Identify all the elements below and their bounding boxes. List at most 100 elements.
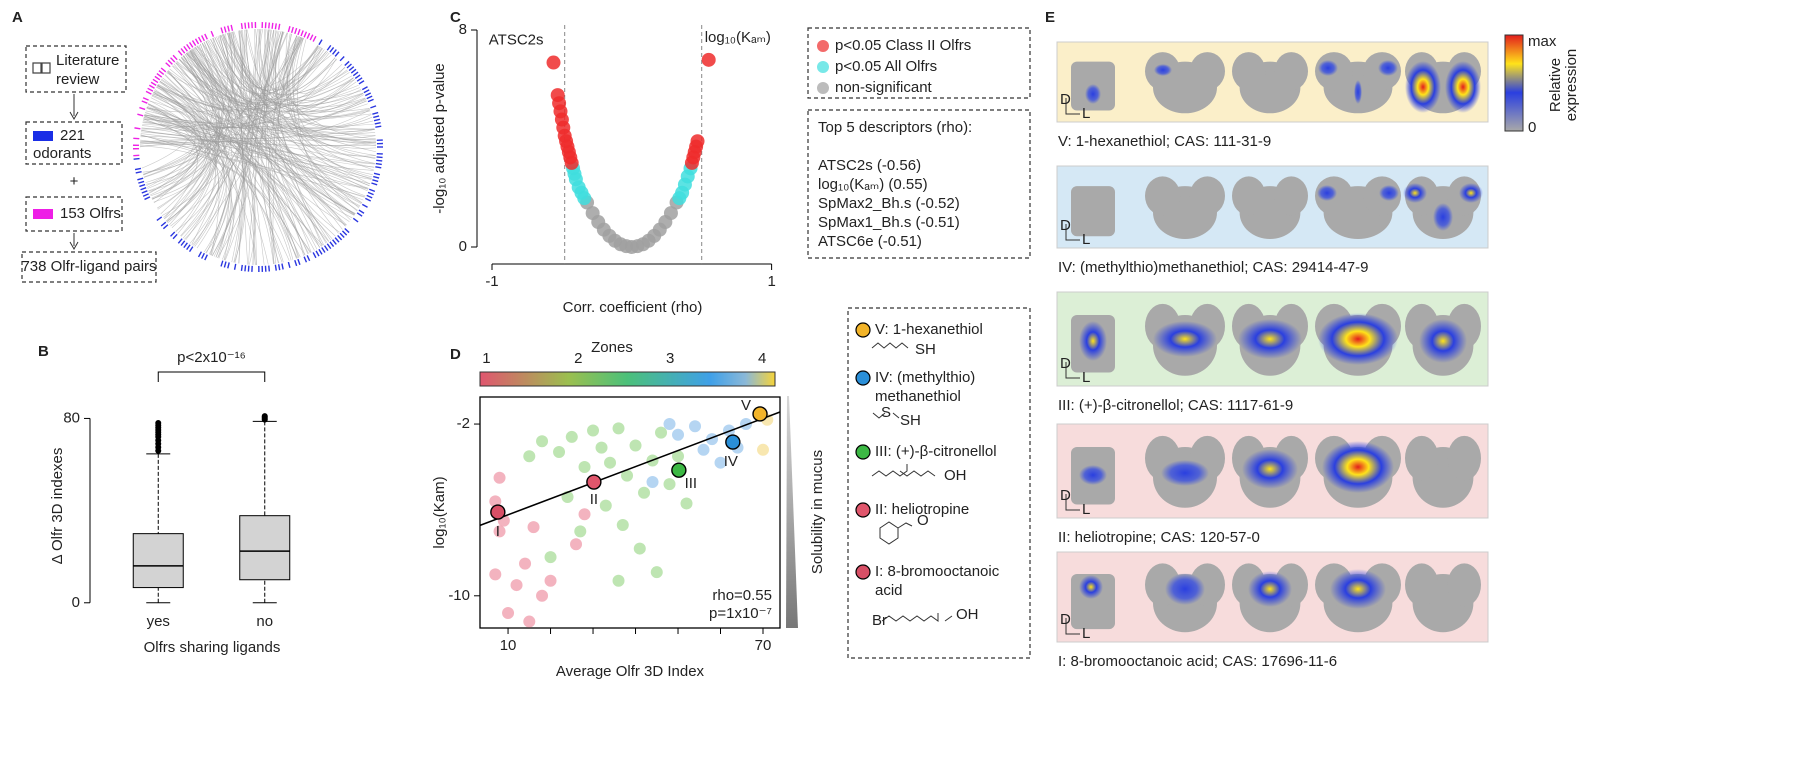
x-axis-label: Average Olfr 3D Index (556, 663, 705, 680)
structure (871, 464, 936, 477)
ring-tick (373, 115, 380, 119)
ring-tick (332, 239, 337, 245)
chord (139, 144, 203, 178)
ring-tick (303, 256, 308, 263)
expression-colorbar (1504, 34, 1524, 132)
ring-tick (170, 57, 176, 63)
point (612, 422, 625, 435)
chord (194, 47, 346, 227)
panel-label: D (450, 346, 461, 363)
atom-label: OH (956, 606, 979, 623)
point (701, 52, 716, 67)
ring-tick (144, 196, 151, 201)
y-axis-label: log₁₀(Kam) (431, 476, 448, 548)
ring-tick (183, 242, 188, 249)
ring-tick (177, 238, 183, 244)
flow-text: Literature (56, 52, 119, 69)
chord (152, 52, 219, 200)
ring-tick (294, 259, 298, 267)
chord (144, 112, 292, 261)
ring-tick (358, 209, 365, 214)
ring-tick (297, 258, 301, 265)
expression-heat (1085, 84, 1101, 104)
chord (144, 114, 377, 147)
brain-section (1447, 435, 1481, 481)
chord (140, 140, 370, 186)
ring-tick (339, 232, 345, 239)
ring-tick (281, 263, 284, 270)
chord (143, 118, 374, 171)
atom-label: SH (900, 412, 921, 429)
zone-tick-label: 3 (666, 350, 674, 367)
ring-tick (312, 35, 317, 42)
point (621, 469, 634, 482)
ring-tick (334, 237, 340, 243)
chord (141, 93, 364, 131)
ring-tick (344, 60, 350, 67)
legend-label: I: 8-bromooctanoic (875, 563, 1000, 580)
expression-heat (1419, 319, 1467, 363)
ring-tick (210, 30, 215, 37)
point (519, 557, 532, 570)
y-axis-label: Δ Olfr 3D indexes (49, 448, 66, 565)
row-label: II: heliotropine; CAS: 120-57-0 (1058, 529, 1260, 546)
ring-tick (147, 87, 154, 92)
ring-tick (142, 97, 149, 101)
ring-tick (376, 159, 383, 162)
chord (226, 33, 375, 132)
ring-tick (375, 166, 382, 169)
atom-label: S (881, 404, 891, 421)
chord (289, 35, 372, 180)
ring-tick (366, 95, 373, 100)
ring-tick (376, 156, 383, 159)
ring-tick (268, 265, 271, 272)
chord (151, 95, 369, 189)
point (489, 495, 502, 508)
point (587, 424, 600, 437)
chord (283, 37, 376, 159)
ring-tick (312, 252, 317, 259)
zone-tick-label: 4 (758, 350, 766, 367)
ring-tick (375, 162, 382, 166)
ring-tick (348, 66, 355, 72)
highlight-point (671, 462, 687, 478)
box (132, 533, 184, 589)
axis-d: D (1060, 611, 1071, 628)
brain-section (1232, 52, 1266, 91)
point (646, 476, 659, 489)
chord (152, 93, 376, 141)
point (574, 525, 587, 538)
chord (166, 71, 269, 265)
ring-tick (188, 42, 194, 48)
ring-tick (361, 203, 368, 208)
ring-tick (134, 127, 141, 130)
legend-marker (817, 82, 829, 94)
ring-tick (341, 230, 348, 236)
expression-heat (1079, 575, 1103, 599)
chord (178, 59, 309, 254)
legend-label: non-significant (835, 79, 933, 96)
ring-tick (160, 67, 167, 73)
ring-tick (204, 254, 208, 261)
descriptor-item: SpMax1_Bh.s (-0.51) (818, 214, 960, 231)
flow-box (25, 45, 127, 93)
ring-tick (274, 23, 277, 30)
chord (252, 29, 257, 265)
flow-text: odorants (33, 145, 91, 162)
flow-box (25, 121, 123, 165)
ring-tick (277, 23, 281, 30)
legend-marker (855, 502, 871, 518)
highlight-label: V (741, 397, 751, 414)
x-tick-label: 1 (767, 273, 775, 290)
chord (194, 47, 362, 106)
ring-tick (204, 33, 208, 40)
brain-section (1145, 176, 1181, 216)
point (570, 538, 583, 551)
ring-tick (375, 125, 382, 128)
chord (146, 85, 205, 186)
row-label: IV: (methylthio)methanethiol; CAS: 29414… (1058, 259, 1368, 276)
ring-tick (329, 241, 335, 247)
chord (246, 29, 330, 242)
ring-tick (244, 22, 247, 29)
legend-label: V: 1-hexanethiol (875, 321, 983, 338)
